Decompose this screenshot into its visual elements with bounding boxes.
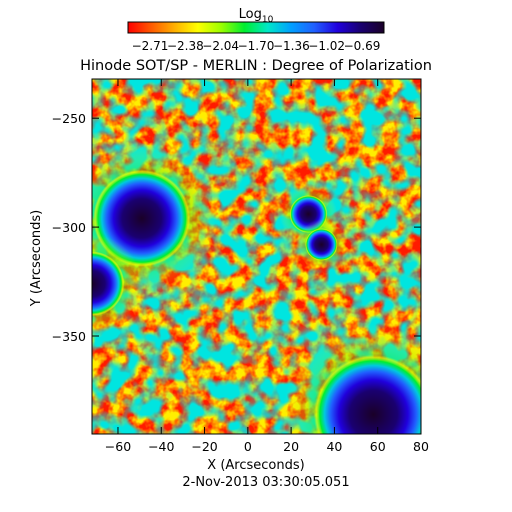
x-tick-label: 60 xyxy=(370,439,386,454)
x-tick-label: −60 xyxy=(105,439,131,454)
colorbar-label: Log10 xyxy=(239,7,274,25)
timestamp: 2-Nov-2013 03:30:05.051 xyxy=(182,475,349,490)
colorbar xyxy=(127,21,385,34)
colorbar-tick-label: −2.04 xyxy=(202,39,239,53)
colorbar-tick-label: −1.70 xyxy=(238,39,275,53)
spot-lower-right-spot xyxy=(313,354,421,434)
plot-frame xyxy=(91,78,422,435)
colorbar-ticks: −2.71−2.38−2.04−1.70−1.36−1.02−0.69 xyxy=(132,39,381,53)
x-tick-label: 0 xyxy=(244,439,252,454)
y-axis: −250 −300 −350 xyxy=(52,111,421,344)
colorbar-tick-label: −2.71 xyxy=(132,39,169,53)
y-tick-label: −250 xyxy=(52,111,86,126)
x-tick-label: −40 xyxy=(148,439,174,454)
colorbar-tick-label: −2.38 xyxy=(167,39,204,53)
y-tick-label: −350 xyxy=(52,329,86,344)
y-axis-label: Y (Arcseconds) xyxy=(29,210,44,307)
colorbar-tick-label: −0.69 xyxy=(344,39,381,53)
figure-title: Hinode SOT/SP - MERLIN : Degree of Polar… xyxy=(80,58,432,74)
colorbar-tick-label: −1.02 xyxy=(308,39,345,53)
x-tick-label: −20 xyxy=(191,439,217,454)
x-axis: −60 −40 −20 0 20 40 60 80 xyxy=(105,79,429,454)
spot-left-edge-spot xyxy=(92,251,125,317)
x-tick-label: 80 xyxy=(413,439,429,454)
colorbar-tick-label: −1.36 xyxy=(273,39,310,53)
y-tick-label: −300 xyxy=(52,220,86,235)
x-tick-label: 40 xyxy=(326,439,342,454)
spot-upper-center-plage-2 xyxy=(305,228,338,261)
x-tick-label: 20 xyxy=(283,439,299,454)
polarization-map xyxy=(92,79,421,434)
x-axis-label: X (Arcseconds) xyxy=(207,458,304,473)
